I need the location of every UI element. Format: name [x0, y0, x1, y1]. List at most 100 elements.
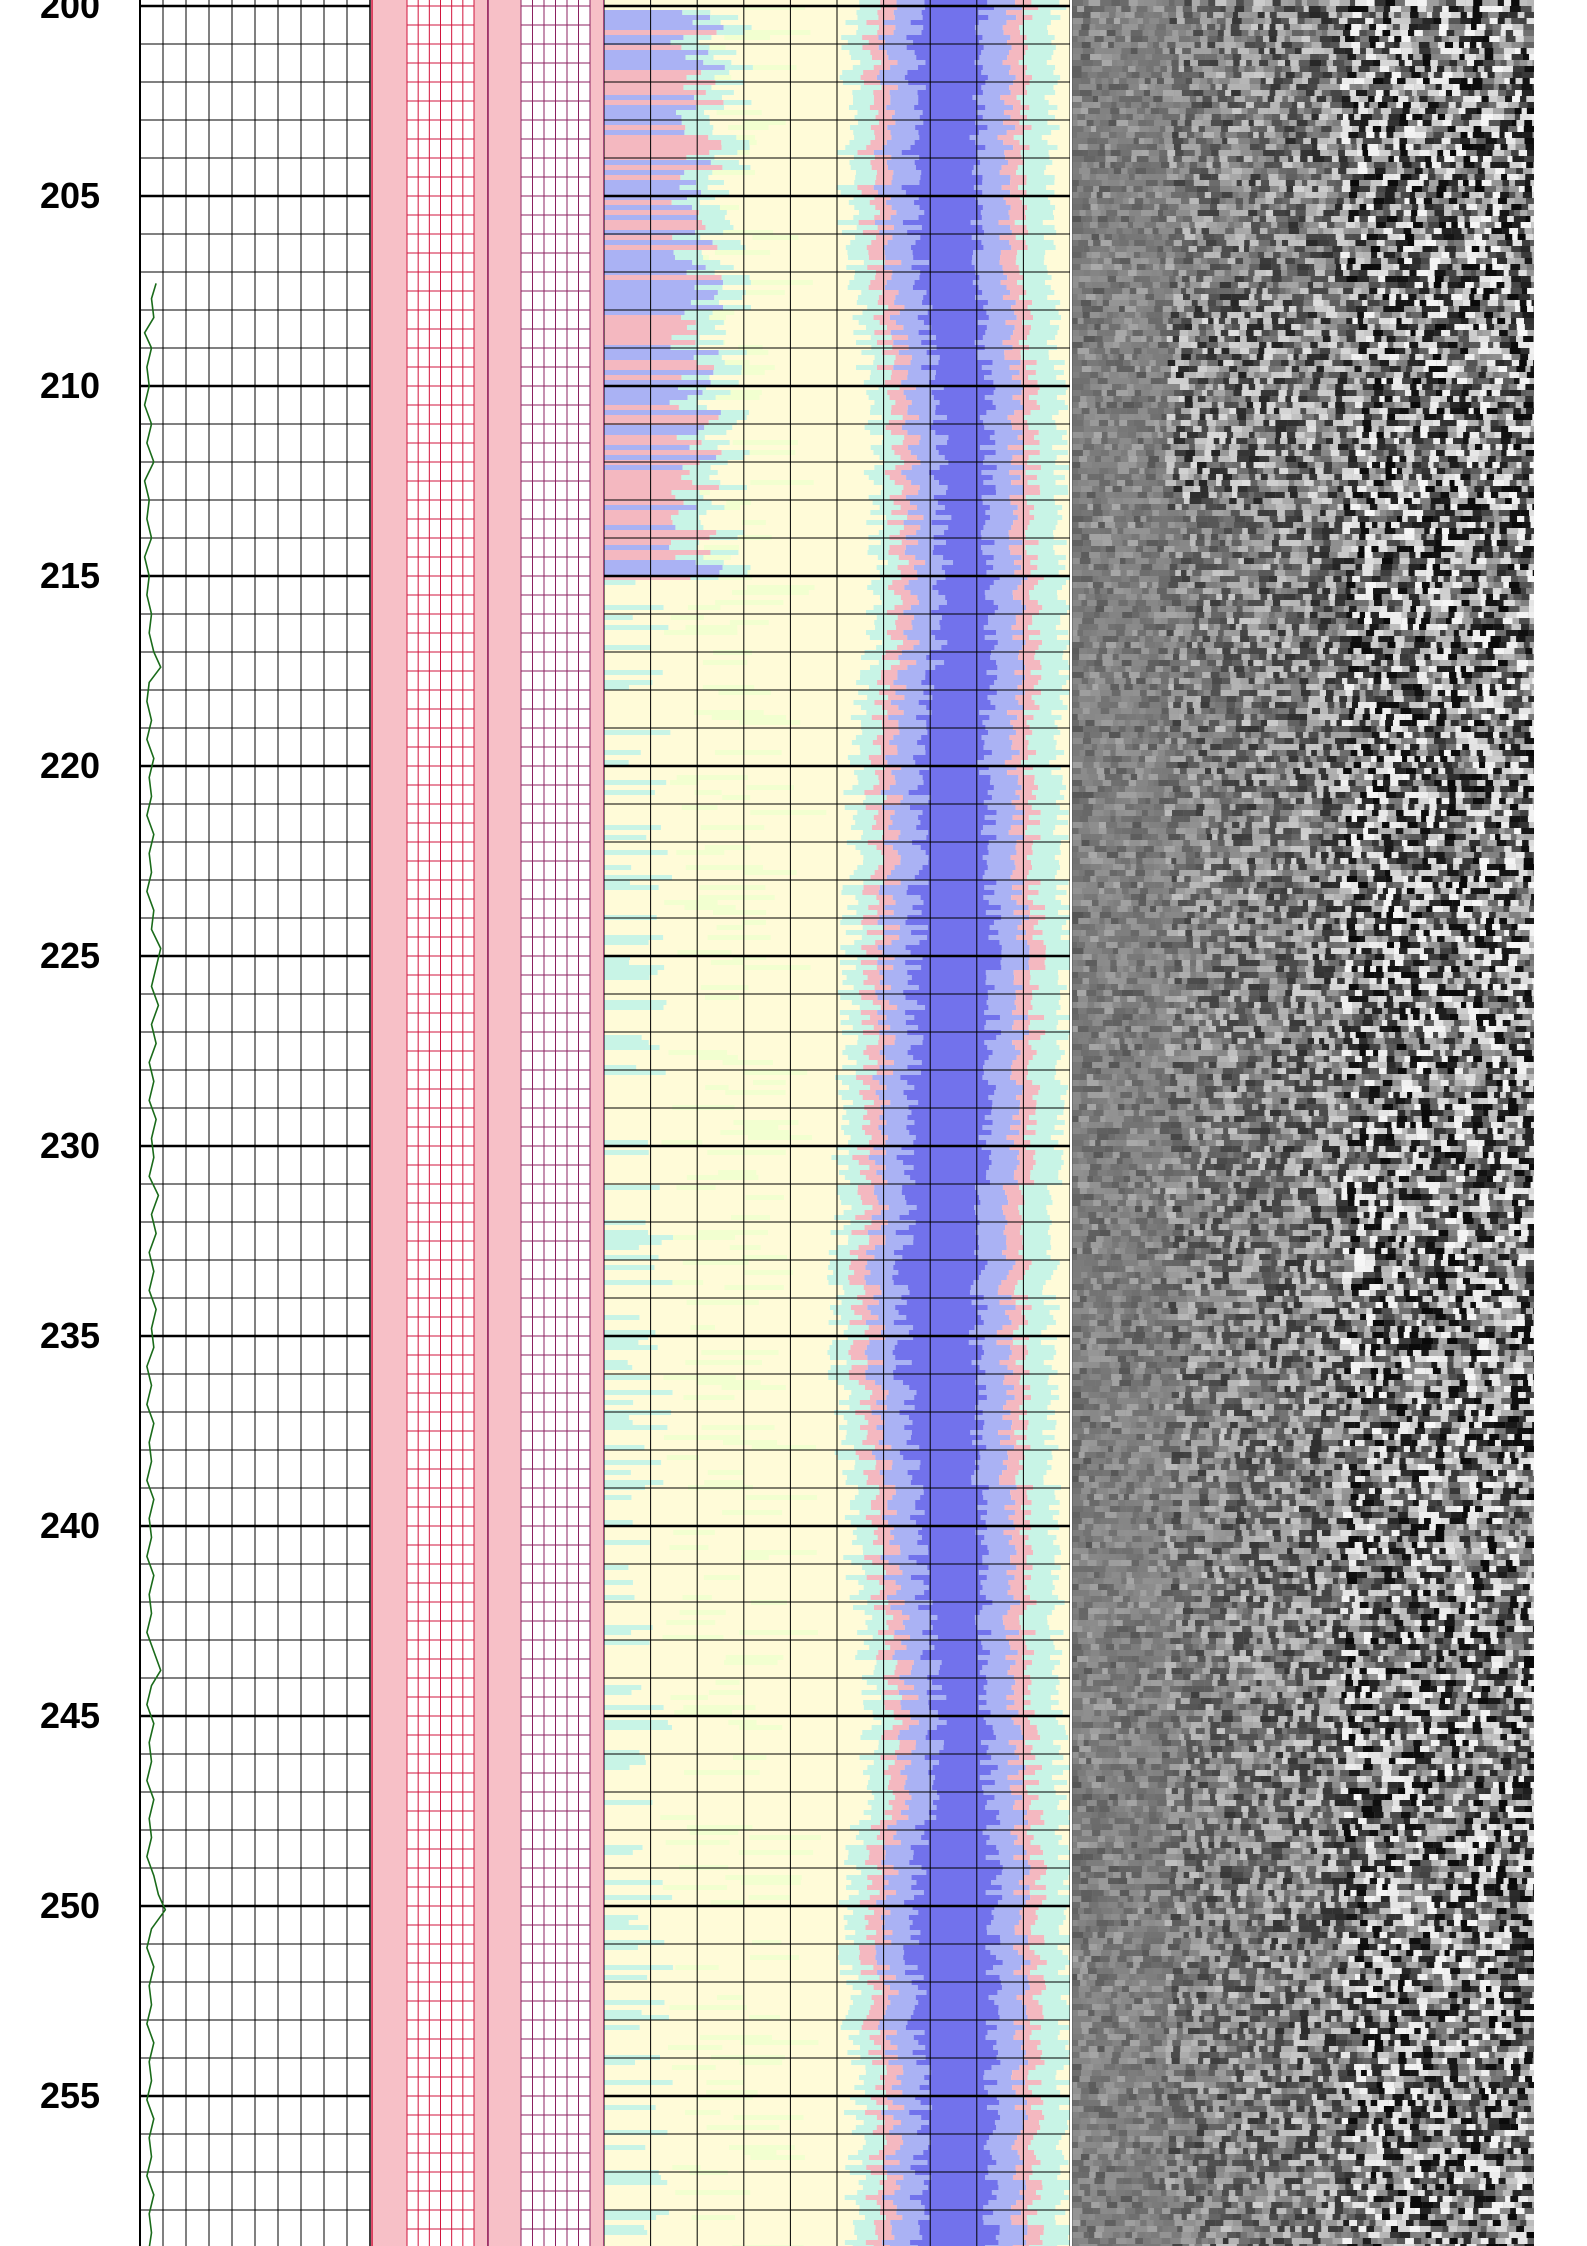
image-cell — [1006, 1135, 1023, 1140]
image-cell — [859, 1005, 884, 1010]
image-cell — [1028, 755, 1057, 760]
image-cell — [881, 1735, 898, 1740]
image-cell — [941, 645, 995, 650]
image-cell — [1410, 102, 1421, 108]
image-cell — [922, 1630, 992, 1635]
image-cell — [841, 1440, 865, 1445]
image-cell — [705, 225, 734, 230]
image-cell — [931, 2175, 986, 2180]
image-cell — [1034, 1180, 1063, 1185]
image-cell — [685, 55, 714, 60]
image-cell — [928, 1810, 1000, 1815]
image-cell — [1009, 365, 1027, 370]
image-cell — [1238, 102, 1246, 108]
image-cell — [1471, 114, 1482, 120]
image-cell — [1489, 18, 1498, 24]
image-cell — [853, 870, 878, 875]
image-cell — [1263, 102, 1271, 108]
image-cell — [1291, 66, 1300, 72]
image-cell — [1164, 6, 1177, 12]
image-cell — [1400, 66, 1410, 72]
image-cell — [1038, 680, 1067, 685]
image-cell — [1164, 138, 1173, 144]
image-cell — [604, 1755, 645, 1760]
image-cell — [846, 1430, 871, 1435]
image-cell — [1009, 735, 1026, 740]
image-cell — [668, 1050, 728, 1055]
image-cell — [1300, 54, 1311, 60]
image-cell — [1027, 575, 1044, 580]
image-cell — [1493, 54, 1505, 60]
image-cell — [1241, 72, 1254, 78]
image-cell — [1032, 935, 1061, 940]
image-cell — [939, 400, 993, 405]
image-cell — [903, 990, 988, 995]
image-cell — [1442, 72, 1453, 78]
image-cell — [604, 190, 702, 195]
image-cell — [1103, 36, 1116, 42]
image-cell — [1206, 138, 1213, 144]
image-cell — [686, 1825, 753, 1830]
image-cell — [926, 655, 991, 660]
image-cell — [853, 2040, 877, 2045]
image-cell — [1395, 0, 1405, 6]
image-cell — [1010, 65, 1028, 70]
image-cell — [1003, 30, 1021, 35]
image-cell — [1023, 1735, 1041, 1740]
image-cell — [1030, 1750, 1059, 1755]
image-cell — [1029, 1945, 1058, 1950]
image-cell — [1380, 108, 1392, 114]
image-cell — [1313, 48, 1325, 54]
image-cell — [1020, 350, 1049, 355]
image-cell — [1330, 78, 1337, 84]
image-cell — [1427, 12, 1433, 18]
image-cell — [855, 735, 880, 740]
image-cell — [1215, 84, 1223, 90]
image-cell — [849, 1395, 873, 1400]
image-cell — [1433, 18, 1442, 24]
image-cell — [675, 255, 704, 260]
image-cell — [604, 780, 667, 785]
image-cell — [1010, 1605, 1027, 1610]
image-cell — [841, 1300, 865, 1305]
image-cell — [722, 565, 751, 570]
image-cell — [843, 1915, 868, 1920]
image-cell — [1019, 750, 1037, 755]
image-cell — [1390, 78, 1398, 84]
image-cell — [1026, 2240, 1043, 2245]
image-cell — [1011, 1715, 1028, 1720]
image-cell — [604, 470, 690, 475]
image-cell — [1331, 18, 1339, 24]
image-cell — [1151, 72, 1163, 78]
image-cell — [916, 1560, 983, 1565]
image-cell — [855, 965, 880, 970]
image-cell — [915, 1520, 986, 1525]
image-cell — [1318, 114, 1329, 120]
image-cell — [1008, 1580, 1025, 1585]
image-cell — [1012, 1265, 1030, 1270]
image-cell — [604, 2175, 662, 2180]
image-cell — [996, 1330, 1014, 1335]
image-cell — [750, 810, 827, 815]
image-cell — [732, 955, 767, 960]
image-cell — [1244, 66, 1251, 72]
image-cell — [1404, 60, 1413, 66]
image-cell — [1003, 1620, 1020, 1625]
image-cell — [1527, 0, 1534, 6]
image-cell — [1072, 6, 1078, 12]
image-cell — [836, 1185, 861, 1190]
image-cell — [1034, 435, 1063, 440]
image-cell — [1216, 18, 1226, 24]
image-cell — [1144, 0, 1157, 6]
image-cell — [1311, 72, 1323, 78]
image-cell — [1026, 215, 1055, 220]
image-cell — [1029, 2175, 1058, 2180]
image-cell — [1368, 36, 1380, 42]
image-cell — [855, 170, 880, 175]
image-cell — [1016, 935, 1033, 940]
image-cell — [853, 985, 877, 990]
image-cell — [879, 2180, 896, 2185]
image-cell — [743, 965, 811, 970]
image-cell — [1002, 295, 1020, 300]
image-cell — [848, 105, 873, 110]
